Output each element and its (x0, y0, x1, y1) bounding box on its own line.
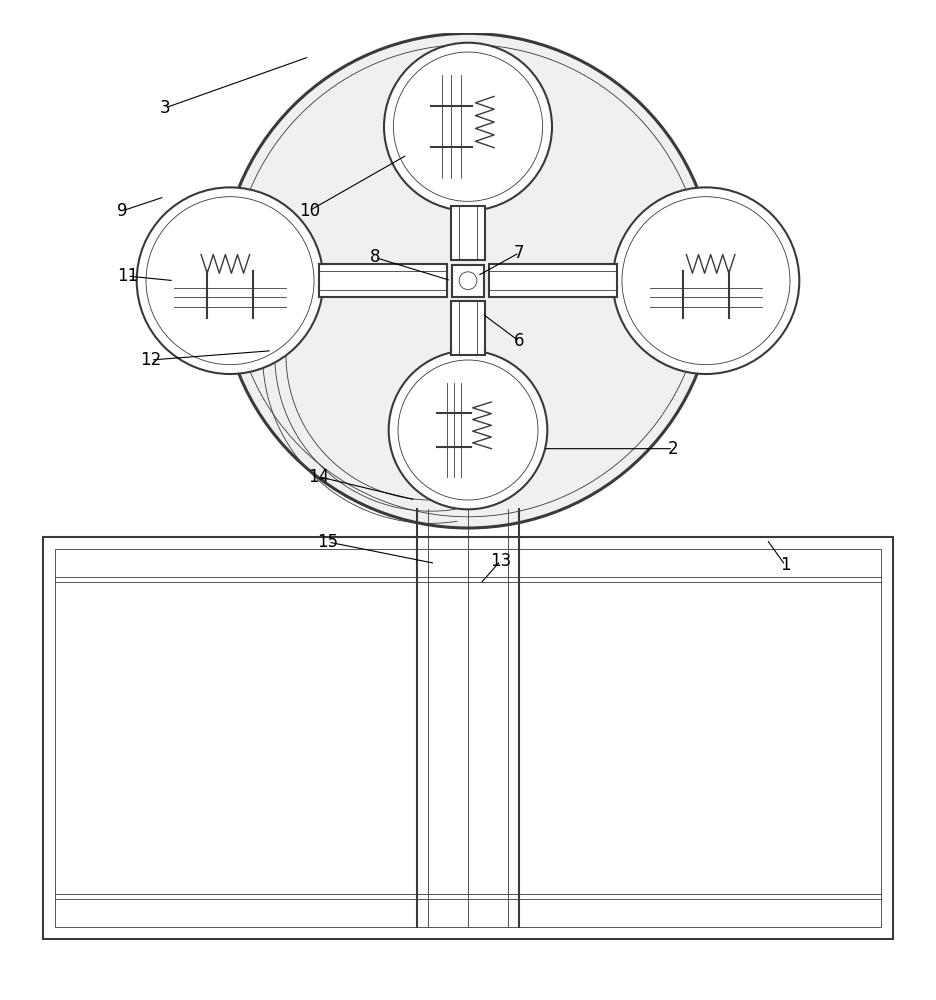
Bar (451, 206, 485, 260)
Circle shape (398, 360, 538, 500)
Text: 12: 12 (140, 351, 161, 369)
Text: 9: 9 (117, 202, 128, 220)
Bar (451, 301, 485, 355)
Circle shape (388, 351, 548, 509)
Text: 13: 13 (490, 552, 511, 570)
Circle shape (622, 197, 790, 365)
Bar (43, 537, 893, 939)
Text: 6: 6 (514, 332, 524, 350)
Text: 3: 3 (159, 99, 170, 117)
Text: 2: 2 (668, 440, 679, 458)
Bar (318, 264, 447, 297)
Bar (489, 264, 618, 297)
Text: 7: 7 (514, 244, 524, 262)
Circle shape (384, 43, 552, 211)
Bar (54, 549, 882, 927)
Text: 8: 8 (370, 248, 380, 266)
Circle shape (613, 187, 799, 374)
Circle shape (393, 52, 543, 201)
Text: 14: 14 (308, 468, 329, 486)
Text: 1: 1 (780, 556, 791, 574)
Text: 11: 11 (117, 267, 138, 285)
Text: 10: 10 (299, 202, 320, 220)
Circle shape (146, 197, 314, 365)
Circle shape (221, 33, 715, 528)
Circle shape (232, 45, 704, 517)
Text: 15: 15 (317, 533, 339, 551)
Circle shape (460, 272, 476, 290)
Circle shape (137, 187, 323, 374)
Bar (452, 265, 484, 297)
